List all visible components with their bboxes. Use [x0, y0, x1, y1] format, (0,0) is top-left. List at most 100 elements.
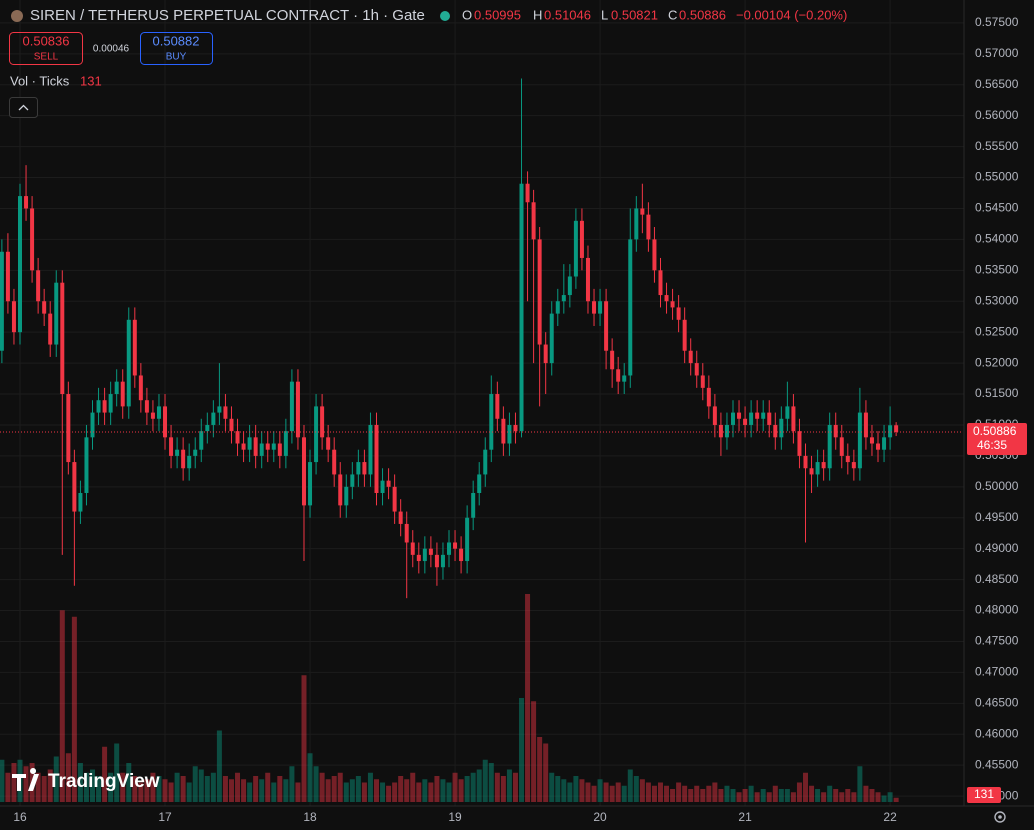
volume-bar	[772, 785, 778, 802]
high-label: H	[533, 7, 542, 22]
volume-bar	[144, 779, 150, 802]
symbol-icon[interactable]	[11, 10, 23, 22]
candle-body	[646, 214, 651, 240]
sell-price[interactable]: 0.50836	[23, 33, 70, 48]
volume-bar	[754, 792, 760, 802]
volume-bar	[307, 753, 313, 802]
chart-title[interactable]: SIREN / TETHERUS PERPETUAL CONTRACT · 1h…	[30, 7, 425, 24]
candle-body	[320, 406, 325, 438]
volume-bar	[863, 785, 869, 802]
candle-body	[126, 319, 131, 407]
candle-body	[440, 554, 445, 568]
volume-bar	[11, 763, 17, 802]
volume-bar	[174, 772, 180, 802]
market-status[interactable]	[440, 11, 450, 21]
volume-bar	[319, 772, 325, 802]
candle-body	[60, 282, 65, 395]
volume-bar	[452, 772, 458, 802]
candle-body	[797, 431, 802, 456]
volume-bar	[198, 769, 204, 802]
volume-bar	[392, 782, 398, 802]
volume-bar	[313, 766, 319, 802]
candle-body	[90, 412, 95, 438]
volume-bar	[41, 776, 47, 802]
change: −0.00104 (−0.20%)	[736, 7, 847, 22]
volume-bar	[331, 776, 337, 802]
buy-price[interactable]: 0.50882	[153, 33, 200, 48]
candle-body	[743, 418, 748, 425]
volume-bar	[386, 785, 392, 802]
candle-body	[235, 431, 240, 444]
volume-bar	[676, 782, 682, 802]
candle-body	[688, 350, 693, 364]
candle-body	[724, 424, 729, 438]
candle-body	[150, 412, 155, 419]
candle-body	[628, 239, 633, 376]
volume-bar	[0, 759, 5, 802]
candle-body	[193, 449, 198, 456]
buy-button[interactable]	[140, 32, 213, 65]
last-volume-label: 131	[974, 787, 994, 801]
last-price-label: 0.50886	[973, 424, 1017, 438]
volume-bar	[222, 776, 228, 802]
volume-bar	[603, 782, 609, 802]
candle-body	[344, 486, 349, 506]
buy-label[interactable]: BUY	[166, 52, 187, 63]
volume-bar	[416, 782, 422, 802]
volume-title[interactable]: Vol · Ticks	[10, 73, 70, 88]
candle-body	[0, 251, 4, 351]
candle-body	[132, 319, 137, 376]
candle-body	[114, 381, 119, 395]
candle-body	[652, 239, 657, 271]
volume-bar	[83, 772, 89, 802]
volume-bar	[694, 785, 700, 802]
candle-body	[374, 424, 379, 494]
candle-body	[416, 554, 421, 562]
candle-body	[507, 424, 512, 444]
y-tick-label: 0.49500	[975, 510, 1019, 524]
volume-bar	[138, 782, 144, 802]
volume-bar	[241, 779, 247, 802]
candle-body	[78, 493, 83, 512]
candle-body	[271, 443, 276, 450]
volume-bar	[700, 789, 706, 802]
collapse-icon[interactable]	[18, 104, 29, 111]
volume-bar	[597, 779, 603, 802]
candle-body	[489, 394, 494, 450]
y-tick-label: 0.51500	[975, 386, 1019, 400]
x-tick-label: 18	[303, 810, 317, 824]
candle-body	[585, 257, 590, 302]
volume-bar	[796, 782, 802, 802]
candle-body	[368, 424, 373, 475]
settings-button[interactable]	[994, 811, 1006, 823]
volume-bar	[289, 766, 295, 802]
collapse-button[interactable]	[9, 97, 38, 118]
candle-body	[483, 449, 488, 475]
y-tick-label: 0.56000	[975, 108, 1019, 122]
volume-bar	[688, 789, 694, 802]
volume-bar	[114, 743, 120, 802]
volume-bar	[156, 776, 162, 802]
candle-body	[289, 381, 294, 432]
volume-bar	[670, 789, 676, 802]
volume-bar	[488, 763, 494, 802]
volume-bar	[247, 782, 253, 802]
volume-bar	[525, 594, 531, 802]
volume-bar	[349, 779, 355, 802]
volume-bar	[120, 772, 126, 802]
candle-body	[459, 548, 464, 562]
settings-icon[interactable]	[998, 815, 1002, 819]
volume-bar	[815, 789, 821, 802]
volume-bar	[778, 789, 784, 802]
volume-bar	[531, 701, 537, 802]
candle-body	[682, 319, 687, 351]
volume-bar	[875, 792, 881, 802]
candle-body	[175, 449, 180, 456]
volume-bar	[150, 772, 156, 802]
sell-button[interactable]	[9, 32, 83, 65]
sell-label[interactable]: SELL	[34, 52, 59, 63]
volume-bar	[615, 782, 621, 802]
y-tick-label: 0.46000	[975, 726, 1019, 740]
candle-body	[519, 183, 524, 432]
volume-bar	[742, 789, 748, 802]
